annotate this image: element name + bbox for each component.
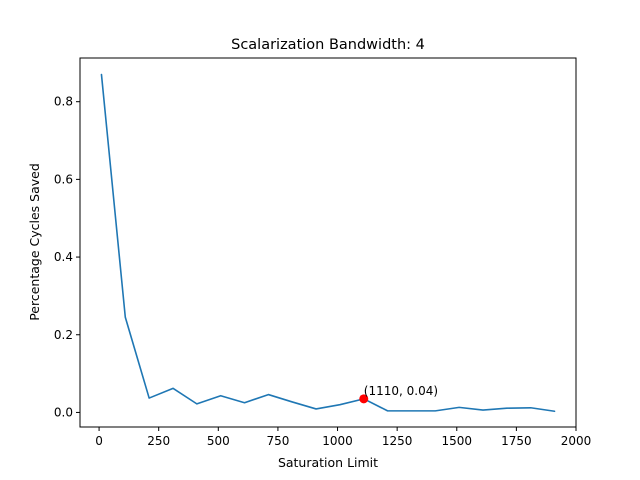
y-tick-label: 0.0 xyxy=(54,405,73,419)
y-tick-label: 0.4 xyxy=(54,250,73,264)
y-axis-ticks: 0.0 0.2 0.4 0.6 0.8 xyxy=(54,95,80,419)
x-tick-label: 1250 xyxy=(382,434,413,448)
highlight-point xyxy=(359,394,369,404)
annotations: (1110, 0.04) xyxy=(359,384,438,404)
x-tick-label: 1500 xyxy=(441,434,472,448)
x-tick-label: 1000 xyxy=(322,434,353,448)
x-tick-label: 2000 xyxy=(561,434,592,448)
x-tick-label: 500 xyxy=(207,434,230,448)
y-tick-label: 0.6 xyxy=(54,172,73,186)
y-tick-label: 0.2 xyxy=(54,328,73,342)
series-line xyxy=(100,73,556,413)
plot-series xyxy=(100,73,556,413)
x-tick-label: 1750 xyxy=(501,434,532,448)
x-axis-ticks: 0 250 500 750 1000 1250 1500 1750 2000 xyxy=(95,427,591,448)
y-tick-label: 0.8 xyxy=(54,95,73,109)
chart-title: Scalarization Bandwidth: 4 xyxy=(231,37,425,53)
plot-frame xyxy=(79,57,577,428)
x-axis-label: Saturation Limit xyxy=(278,455,378,470)
highlight-label: (1110, 0.04) xyxy=(364,384,438,398)
x-tick-label: 0 xyxy=(95,434,103,448)
y-axis-label: Percentage Cycles Saved xyxy=(27,163,42,321)
x-tick-label: 750 xyxy=(266,434,289,448)
x-tick-label: 250 xyxy=(147,434,170,448)
